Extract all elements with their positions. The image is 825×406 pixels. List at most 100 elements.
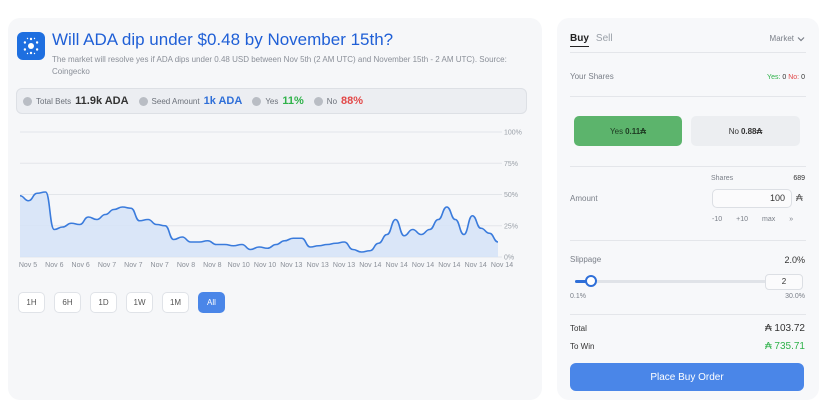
yes-shares-label: Yes: [767, 74, 781, 81]
slippage-slider[interactable] [575, 275, 801, 287]
x-tick-label: Nov 8 [203, 262, 221, 269]
y-tick-label: 100% [504, 130, 522, 137]
to-win-value: ₳ 735.71 [764, 341, 805, 352]
order-type-select[interactable]: Market [770, 34, 805, 43]
stat-no: No 88% [313, 95, 364, 107]
tab-sell[interactable]: Sell [595, 33, 613, 44]
series-line [19, 191, 499, 253]
slippage-input[interactable]: 2 [765, 274, 803, 290]
no-shares-value: 0 [801, 74, 805, 81]
slippage-min: 0.1% [570, 293, 586, 300]
divider [570, 240, 806, 241]
y-tick-label: 50% [504, 192, 518, 199]
x-tick-label: Nov 13 [307, 262, 329, 269]
x-tick-label: Nov 14 [465, 262, 487, 269]
x-tick-label: Nov 7 [151, 262, 169, 269]
buy-no-button[interactable]: No 0.88₳ [691, 116, 800, 146]
total-label: Total [570, 324, 587, 333]
slippage-label: Slippage [570, 255, 602, 264]
amount-input[interactable]: 100 [712, 189, 792, 208]
market-title: Will ADA dip under $0.48 by November 15t… [52, 30, 394, 49]
stat-value: 88% [341, 95, 364, 107]
x-tick-label: Nov 14 [359, 262, 381, 269]
no-button-price: 0.88₳ [740, 126, 763, 136]
x-tick-label: Nov 14 [386, 262, 408, 269]
x-tick-label: Nov 7 [98, 262, 116, 269]
quick-amount-buttons: -10 +10 max » [712, 216, 793, 223]
range-selector: 1H 6H 1D 1W 1M All [18, 292, 225, 313]
slippage-max: 30.0% [785, 293, 805, 300]
x-tick-label: Nov 14 [412, 262, 434, 269]
shares-label: Shares [711, 175, 734, 182]
x-tick-label: Nov 10 [228, 262, 250, 269]
range-button-1d[interactable]: 1D [90, 292, 117, 313]
range-button-1h[interactable]: 1H [18, 292, 45, 313]
to-win-label: To Win [570, 342, 595, 351]
x-tick-label: Nov 10 [254, 262, 276, 269]
buy-yes-button[interactable]: Yes 0.11₳ [574, 116, 682, 146]
stat-value: 1k ADA [203, 95, 243, 107]
no-button-label: No [728, 126, 739, 136]
price-chart-svg: 100% 75% 50% 25% 0% Nov 5 Nov 6 Nov 6 Nov 7 Nov 7… [19, 130, 522, 270]
divider [570, 52, 806, 53]
x-tick-label: Nov 13 [333, 262, 355, 269]
order-type-label: Market [769, 34, 794, 43]
slippage-slider-thumb[interactable] [584, 275, 597, 287]
order-panel: Buy Sell Market Your Shares Yes: 0 No: 0… [557, 18, 819, 400]
cardano-icon [17, 32, 45, 60]
chevron-down-icon [797, 36, 805, 41]
x-tick-label: Nov 14 [438, 262, 460, 269]
x-tick-label: Nov 6 [72, 262, 90, 269]
divider [570, 96, 806, 97]
y-tick-label: 25% [504, 223, 518, 230]
x-tick-label: Nov 8 [177, 262, 195, 269]
stat-label: No [326, 96, 338, 106]
market-description: The market will resolve yes if ADA dips … [52, 55, 507, 76]
range-button-6h[interactable]: 6H [54, 292, 81, 313]
total-value: ₳ 103.72 [764, 323, 805, 334]
stat-dot-icon [313, 96, 323, 106]
yes-shares-value: 0 [782, 74, 787, 81]
x-tick-label: Nov 7 [124, 262, 142, 269]
your-shares-values: Yes: 0 No: 0 [767, 74, 805, 81]
series-area [20, 192, 498, 257]
x-tick-label: Nov 6 [45, 262, 63, 269]
stats-bar: Total Bets 11.9k ADA Seed Amount 1k ADA … [16, 88, 527, 114]
y-tick-label: 75% [504, 161, 518, 168]
tab-buy[interactable]: Buy [570, 33, 589, 47]
stat-label: Seed Amount [151, 96, 200, 106]
your-shares-label: Your Shares [570, 72, 614, 81]
amount-label: Amount [570, 194, 598, 203]
range-button-1w[interactable]: 1W [126, 292, 153, 313]
quick-amount-button[interactable]: » [789, 216, 794, 223]
yes-button-price: 0.11₳ [625, 126, 646, 136]
stat-total-bets: Total Bets 11.9k ADA [23, 95, 129, 107]
shares-value: 689 [793, 175, 805, 182]
range-button-1m[interactable]: 1M [162, 292, 189, 313]
range-button-all[interactable]: All [198, 292, 225, 313]
slippage-slider-fill [575, 280, 591, 283]
slippage-value: 2.0% [784, 255, 805, 265]
order-tabs: Buy Sell [570, 33, 613, 47]
x-tick-label: Nov 14 [491, 262, 513, 269]
yes-button-label: Yes [610, 126, 624, 136]
no-shares-label: No: [788, 74, 800, 81]
place-order-button[interactable]: Place Buy Order [570, 363, 804, 391]
x-tick-label: Nov 5 [19, 262, 37, 269]
quick-amount-button[interactable]: max [762, 216, 776, 223]
divider [570, 314, 806, 315]
market-panel: Will ADA dip under $0.48 by November 15t… [8, 18, 542, 400]
stat-dot-icon [252, 96, 262, 106]
stat-dot-icon [23, 96, 32, 106]
price-chart: 100% 75% 50% 25% 0% Nov 5 Nov 6 Nov 6 Nov 7 Nov 7… [16, 126, 536, 296]
quick-amount-button[interactable]: +10 [736, 216, 748, 223]
stat-dot-icon [138, 96, 148, 106]
stat-seed-amount: Seed Amount 1k ADA [138, 95, 243, 107]
stat-yes: Yes 11% [252, 95, 304, 107]
quick-amount-button[interactable]: -10 [712, 216, 723, 223]
x-tick-label: Nov 13 [280, 262, 302, 269]
stat-value: 11% [282, 95, 304, 107]
divider [570, 166, 806, 167]
y-tick-label: 0% [504, 255, 514, 262]
